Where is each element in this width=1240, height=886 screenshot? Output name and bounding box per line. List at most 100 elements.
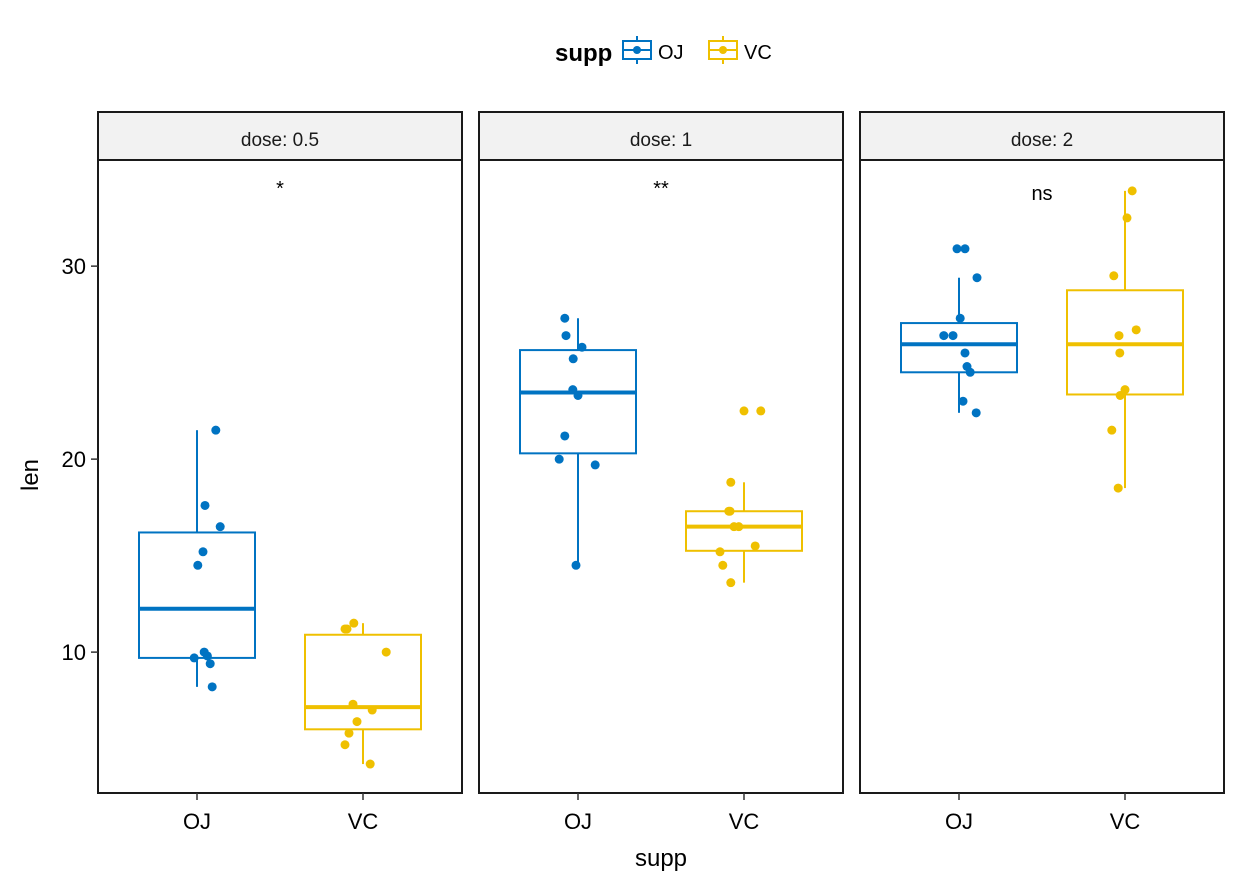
data-point bbox=[972, 273, 982, 283]
panel-border bbox=[478, 159, 844, 794]
data-point bbox=[939, 331, 949, 341]
data-point bbox=[344, 728, 354, 738]
boxplot-oj bbox=[519, 313, 637, 570]
significance-label: ** bbox=[653, 178, 669, 200]
data-point bbox=[958, 396, 968, 406]
facet-strip bbox=[478, 111, 844, 161]
data-point bbox=[756, 406, 766, 416]
iqr-box bbox=[685, 510, 803, 552]
data-point bbox=[577, 342, 587, 352]
data-point bbox=[726, 578, 736, 588]
boxplot-oj bbox=[900, 244, 1018, 418]
data-point bbox=[189, 653, 199, 663]
facet-strip-label: dose: 1 bbox=[630, 130, 692, 151]
data-point bbox=[1109, 271, 1119, 281]
data-point bbox=[554, 454, 564, 464]
boxplot-oj bbox=[138, 425, 256, 692]
data-point bbox=[211, 425, 221, 435]
data-point bbox=[560, 431, 570, 441]
legend-key-vc: VC bbox=[708, 36, 772, 64]
data-point bbox=[202, 651, 212, 661]
boxplot-vc bbox=[685, 406, 803, 588]
x-tick-label: OJ bbox=[945, 809, 973, 834]
data-point bbox=[342, 624, 352, 634]
data-point bbox=[955, 313, 965, 323]
data-point bbox=[568, 354, 578, 364]
boxplot-vc bbox=[304, 618, 422, 769]
data-point bbox=[207, 682, 217, 692]
data-point bbox=[952, 244, 962, 254]
significance-label: ns bbox=[1031, 183, 1052, 205]
data-point bbox=[352, 717, 362, 727]
data-point bbox=[750, 541, 760, 551]
facet-panel-1: dose: 0.5 * OJ VC bbox=[97, 111, 463, 834]
data-point bbox=[965, 367, 975, 377]
data-point bbox=[1127, 186, 1137, 196]
panel-border bbox=[859, 159, 1225, 794]
data-point bbox=[1114, 331, 1124, 341]
data-point bbox=[381, 647, 391, 657]
data-point bbox=[193, 560, 203, 570]
data-point bbox=[205, 659, 215, 669]
facet-panel-3: dose: 2 ns OJ VC bbox=[859, 111, 1225, 834]
data-point bbox=[571, 560, 581, 570]
data-point bbox=[718, 560, 728, 570]
data-point bbox=[365, 759, 375, 769]
data-point bbox=[1113, 483, 1123, 493]
data-point bbox=[960, 348, 970, 358]
data-point bbox=[725, 506, 735, 516]
legend-label: OJ bbox=[658, 42, 684, 64]
significance-label: * bbox=[276, 178, 284, 200]
data-point bbox=[200, 500, 210, 510]
x-tick-label: VC bbox=[348, 809, 379, 834]
data-point bbox=[349, 618, 359, 628]
data-point bbox=[715, 547, 725, 557]
data-point bbox=[960, 244, 970, 254]
data-point bbox=[198, 547, 208, 557]
facet-panel-2: dose: 1 ** OJ VC bbox=[478, 111, 844, 834]
facet-strip bbox=[97, 111, 463, 161]
facet-strip-label: dose: 2 bbox=[1011, 130, 1073, 151]
data-point bbox=[948, 331, 958, 341]
data-point bbox=[739, 406, 749, 416]
iqr-box bbox=[304, 633, 422, 731]
facet-strip-label: dose: 0.5 bbox=[241, 130, 319, 151]
x-tick-label: VC bbox=[1110, 809, 1141, 834]
y-tick-label: 10 bbox=[62, 640, 86, 665]
facet-strip bbox=[859, 111, 1225, 161]
iqr-box bbox=[900, 322, 1018, 374]
legend-label: VC bbox=[744, 42, 772, 64]
x-tick-label: VC bbox=[729, 809, 760, 834]
legend: supp OJ VC bbox=[555, 36, 772, 67]
data-point bbox=[560, 313, 570, 323]
boxplot-vc bbox=[1066, 186, 1184, 493]
data-point bbox=[568, 385, 578, 395]
data-point bbox=[1107, 425, 1117, 435]
data-point bbox=[573, 390, 583, 400]
x-axis-title: supp bbox=[635, 845, 687, 872]
data-point bbox=[340, 740, 350, 750]
data-point bbox=[367, 705, 377, 715]
panel-border bbox=[97, 159, 463, 794]
y-tick-label: 30 bbox=[62, 254, 86, 279]
data-point bbox=[348, 699, 358, 709]
y-axis-title: len bbox=[17, 459, 44, 491]
legend-key-oj: OJ bbox=[622, 36, 684, 64]
data-point bbox=[1131, 325, 1141, 335]
data-point bbox=[734, 522, 744, 532]
x-tick-label: OJ bbox=[183, 809, 211, 834]
data-point bbox=[726, 477, 736, 487]
data-point bbox=[1115, 390, 1125, 400]
data-point bbox=[215, 522, 225, 532]
iqr-box bbox=[519, 349, 637, 455]
data-point bbox=[1122, 213, 1132, 223]
y-tick-label: 20 bbox=[62, 447, 86, 472]
legend-point-icon bbox=[719, 46, 727, 54]
data-point bbox=[971, 408, 981, 418]
x-tick-label: OJ bbox=[564, 809, 592, 834]
data-point bbox=[561, 331, 571, 341]
legend-title: supp bbox=[555, 40, 612, 67]
legend-point-icon bbox=[633, 46, 641, 54]
data-point bbox=[590, 460, 600, 470]
